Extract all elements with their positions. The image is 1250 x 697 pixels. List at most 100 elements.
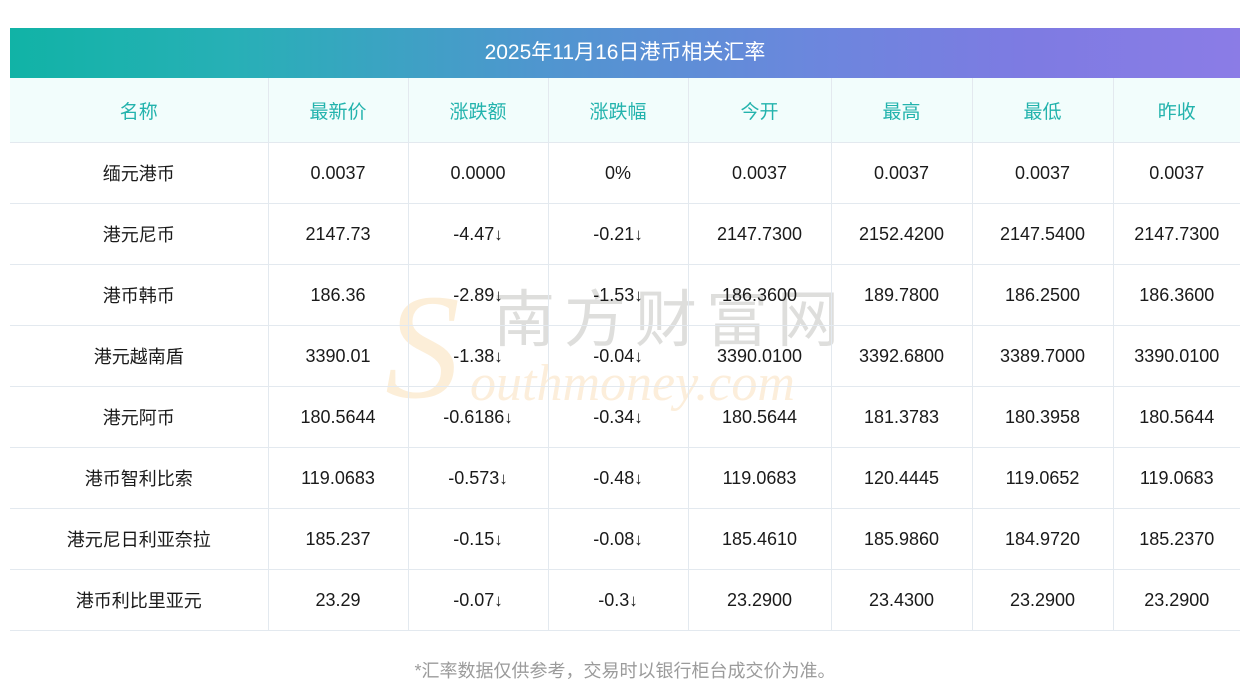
cell-open-price: 3390.0100 (688, 325, 832, 387)
cell-high-price: 120.4445 (831, 447, 973, 509)
table-row[interactable]: 港元尼日利亚奈拉 185.237 -0.15↓ -0.08↓ 185.4610 185.9… (10, 508, 1240, 570)
cell-currency-name[interactable]: 港元尼币 (10, 203, 269, 265)
column-header-pct[interactable]: 涨跌幅 (548, 78, 689, 143)
cell-prev-close: 119.0683 (1113, 447, 1240, 509)
cell-change-percent: -0.3↓ (548, 569, 689, 631)
cell-open-price: 0.0037 (688, 142, 832, 204)
cell-currency-name[interactable]: 港币智利比索 (10, 447, 269, 509)
table-header-row: 名称 最新价 涨跌额 涨跌幅 今开 最高 最低 昨收 (10, 78, 1240, 143)
exchange-rate-table: 名称 最新价 涨跌额 涨跌幅 今开 最高 最低 昨收 缅元港币 0.0037 0.0… (10, 78, 1240, 631)
cell-change-percent: -0.34↓ (548, 386, 689, 448)
cell-low-price: 186.2500 (972, 264, 1114, 326)
cell-currency-name[interactable]: 港币韩币 (10, 264, 269, 326)
table-row[interactable]: 港元越南盾 3390.01 -1.38↓ -0.04↓ 3390.0100 3392.68… (10, 325, 1240, 387)
cell-prev-close: 185.2370 (1113, 508, 1240, 570)
table-body: 缅元港币 0.0037 0.0000 0% 0.0037 0.0037 0.0037 0.00… (10, 142, 1240, 631)
column-header-high[interactable]: 最高 (831, 78, 973, 143)
cell-change-amount: -0.15↓ (408, 508, 549, 570)
cell-high-price: 2152.4200 (831, 203, 973, 265)
down-arrow-icon: ↓ (634, 529, 643, 549)
cell-open-price: 119.0683 (688, 447, 832, 509)
table-row[interactable]: 缅元港币 0.0037 0.0000 0% 0.0037 0.0037 0.0037 0.00… (10, 142, 1240, 204)
page-title: 2025年11月16日港币相关汇率 (10, 28, 1240, 78)
cell-open-price: 23.2900 (688, 569, 832, 631)
cell-change-amount: -4.47↓ (408, 203, 549, 265)
down-arrow-icon: ↓ (494, 285, 503, 305)
cell-low-price: 0.0037 (972, 142, 1114, 204)
cell-open-price: 2147.7300 (688, 203, 832, 265)
column-header-low[interactable]: 最低 (972, 78, 1114, 143)
cell-high-price: 3392.6800 (831, 325, 973, 387)
cell-low-price: 23.2900 (972, 569, 1114, 631)
down-arrow-icon: ↓ (634, 468, 643, 488)
table-row[interactable]: 港元阿币 180.5644 -0.6186↓ -0.34↓ 180.5644 181.37… (10, 386, 1240, 448)
cell-currency-name[interactable]: 港元越南盾 (10, 325, 269, 387)
cell-currency-name[interactable]: 港元尼日利亚奈拉 (10, 508, 269, 570)
down-arrow-icon: ↓ (494, 529, 503, 549)
down-arrow-icon: ↓ (494, 346, 503, 366)
cell-currency-name[interactable]: 港元阿币 (10, 386, 269, 448)
cell-last-price: 2147.73 (268, 203, 409, 265)
cell-open-price: 185.4610 (688, 508, 832, 570)
column-header-last[interactable]: 最新价 (268, 78, 409, 143)
cell-high-price: 181.3783 (831, 386, 973, 448)
cell-currency-name[interactable]: 港币利比里亚元 (10, 569, 269, 631)
down-arrow-icon: ↓ (634, 285, 643, 305)
cell-open-price: 180.5644 (688, 386, 832, 448)
cell-change-amount: -1.38↓ (408, 325, 549, 387)
cell-prev-close: 3390.0100 (1113, 325, 1240, 387)
cell-low-price: 180.3958 (972, 386, 1114, 448)
cell-last-price: 23.29 (268, 569, 409, 631)
cell-change-percent: -0.48↓ (548, 447, 689, 509)
down-arrow-icon: ↓ (494, 224, 503, 244)
cell-prev-close: 2147.7300 (1113, 203, 1240, 265)
down-arrow-icon: ↓ (499, 468, 508, 488)
down-arrow-icon: ↓ (634, 346, 643, 366)
cell-high-price: 0.0037 (831, 142, 973, 204)
table-row[interactable]: 港币智利比索 119.0683 -0.573↓ -0.48↓ 119.0683 120.4… (10, 447, 1240, 509)
cell-currency-name[interactable]: 缅元港币 (10, 142, 269, 204)
cell-change-percent: 0% (548, 142, 689, 204)
cell-change-amount: -0.6186↓ (408, 386, 549, 448)
cell-change-percent: -0.08↓ (548, 508, 689, 570)
down-arrow-icon: ↓ (494, 590, 503, 610)
cell-change-percent: -0.21↓ (548, 203, 689, 265)
disclaimer-note: *汇率数据仅供参考，交易时以银行柜台成交价为准。 (414, 661, 836, 681)
column-header-chg[interactable]: 涨跌额 (408, 78, 549, 143)
column-header-open[interactable]: 今开 (688, 78, 832, 143)
cell-prev-close: 23.2900 (1113, 569, 1240, 631)
down-arrow-icon: ↓ (504, 407, 513, 427)
cell-last-price: 0.0037 (268, 142, 409, 204)
column-header-close[interactable]: 昨收 (1113, 78, 1240, 143)
cell-change-percent: -1.53↓ (548, 264, 689, 326)
cell-open-price: 186.3600 (688, 264, 832, 326)
cell-last-price: 119.0683 (268, 447, 409, 509)
cell-low-price: 3389.7000 (972, 325, 1114, 387)
cell-low-price: 119.0652 (972, 447, 1114, 509)
cell-prev-close: 186.3600 (1113, 264, 1240, 326)
cell-low-price: 2147.5400 (972, 203, 1114, 265)
cell-low-price: 184.9720 (972, 508, 1114, 570)
cell-change-percent: -0.04↓ (548, 325, 689, 387)
down-arrow-icon: ↓ (634, 224, 643, 244)
cell-change-amount: -0.07↓ (408, 569, 549, 631)
table-row[interactable]: 港币韩币 186.36 -2.89↓ -1.53↓ 186.3600 189.7800 18… (10, 264, 1240, 326)
cell-change-amount: -2.89↓ (408, 264, 549, 326)
table-row[interactable]: 港币利比里亚元 23.29 -0.07↓ -0.3↓ 23.2900 23.4300 23.… (10, 569, 1240, 631)
table-row[interactable]: 港元尼币 2147.73 -4.47↓ -0.21↓ 2147.7300 2152.420… (10, 203, 1240, 265)
cell-high-price: 189.7800 (831, 264, 973, 326)
cell-high-price: 185.9860 (831, 508, 973, 570)
cell-last-price: 3390.01 (268, 325, 409, 387)
table-header: 名称 最新价 涨跌额 涨跌幅 今开 最高 最低 昨收 (10, 78, 1240, 143)
down-arrow-icon: ↓ (634, 407, 643, 427)
cell-last-price: 180.5644 (268, 386, 409, 448)
cell-high-price: 23.4300 (831, 569, 973, 631)
cell-prev-close: 0.0037 (1113, 142, 1240, 204)
cell-last-price: 185.237 (268, 508, 409, 570)
down-arrow-icon: ↓ (629, 590, 638, 610)
cell-change-amount: 0.0000 (408, 142, 549, 204)
cell-prev-close: 180.5644 (1113, 386, 1240, 448)
cell-last-price: 186.36 (268, 264, 409, 326)
column-header-name[interactable]: 名称 (10, 78, 269, 143)
